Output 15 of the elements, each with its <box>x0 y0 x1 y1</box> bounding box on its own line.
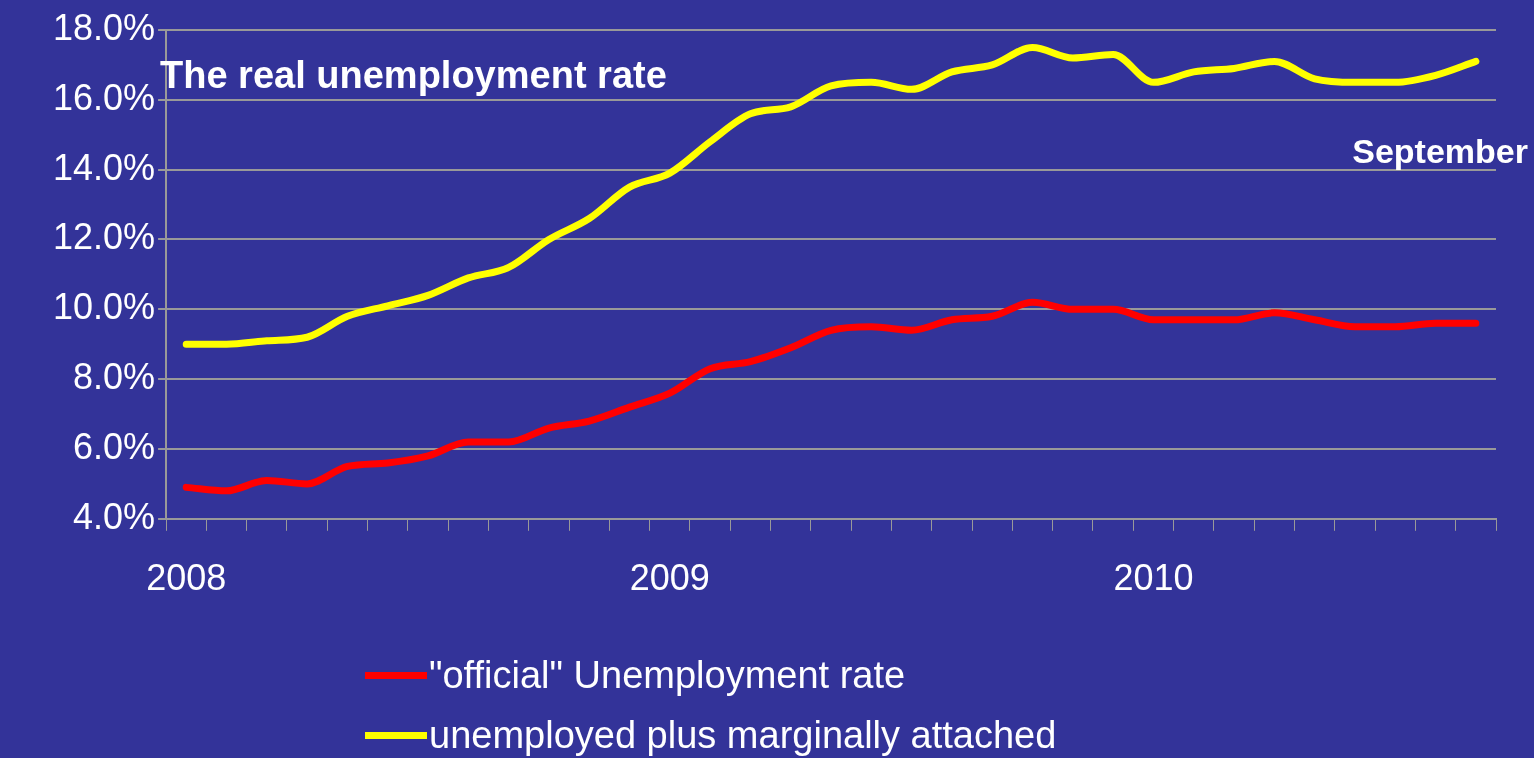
y-tick-label: 4.0% <box>73 495 156 537</box>
y-tick-label: 10.0% <box>53 286 156 328</box>
y-tick-label: 6.0% <box>73 425 156 467</box>
legend-label: "official" Unemployment rate <box>429 653 906 697</box>
y-tick-label: 12.0% <box>53 216 156 258</box>
x-tick-label: 2009 <box>629 557 710 599</box>
x-tick-label: 2008 <box>146 557 227 599</box>
annotation: September <box>1352 132 1528 171</box>
text: The real unemployment rate <box>160 54 667 97</box>
y-tick-label: 18.0% <box>53 6 156 48</box>
x-tick-label: 2010 <box>1113 557 1194 599</box>
y-tick-label: 8.0% <box>73 356 156 398</box>
y-tick-label: 14.0% <box>53 146 156 188</box>
y-tick-label: 16.0% <box>53 76 156 118</box>
legend-label: unemployed plus marginally attached <box>429 713 1057 757</box>
